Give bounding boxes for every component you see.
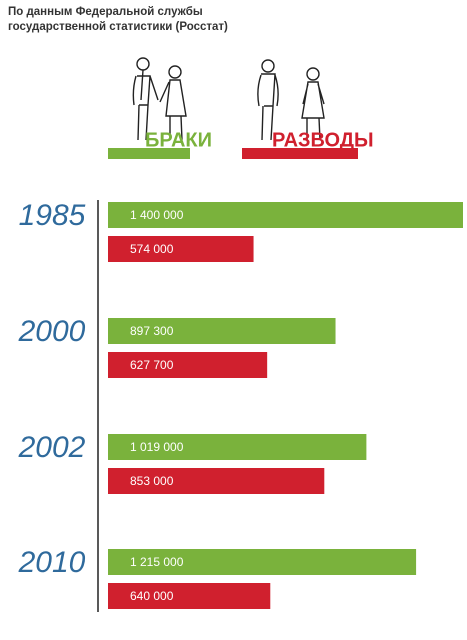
year-label: 2010 <box>18 546 86 579</box>
year-label: 1985 <box>19 199 86 232</box>
bar <box>108 202 463 228</box>
value-label: 1 215 000 <box>130 555 184 569</box>
bar <box>108 352 268 378</box>
bar <box>108 583 271 609</box>
value-label: 574 000 <box>130 242 174 256</box>
bar <box>108 236 254 262</box>
legend-swatch <box>242 148 358 159</box>
legend-swatch <box>108 148 190 159</box>
bar <box>108 318 336 344</box>
bar <box>108 549 417 575</box>
divorced-icon <box>257 59 325 141</box>
source-line: По данным Федеральной службы <box>8 6 203 18</box>
source-line: государственной статистики (Росстат) <box>8 21 228 33</box>
value-label: 1 400 000 <box>130 208 184 222</box>
bar <box>108 468 325 494</box>
value-label: 640 000 <box>130 589 174 603</box>
legend-label: БРАКИ <box>145 129 212 151</box>
value-label: 897 300 <box>130 324 174 338</box>
value-label: 627 700 <box>130 358 174 372</box>
legend-label: РАЗВОДЫ <box>272 129 374 151</box>
value-label: 1 019 000 <box>130 440 184 454</box>
year-label: 2002 <box>18 431 86 464</box>
value-label: 853 000 <box>130 474 174 488</box>
year-label: 2000 <box>18 315 86 348</box>
bar <box>108 434 367 460</box>
couple-icon <box>132 57 187 141</box>
